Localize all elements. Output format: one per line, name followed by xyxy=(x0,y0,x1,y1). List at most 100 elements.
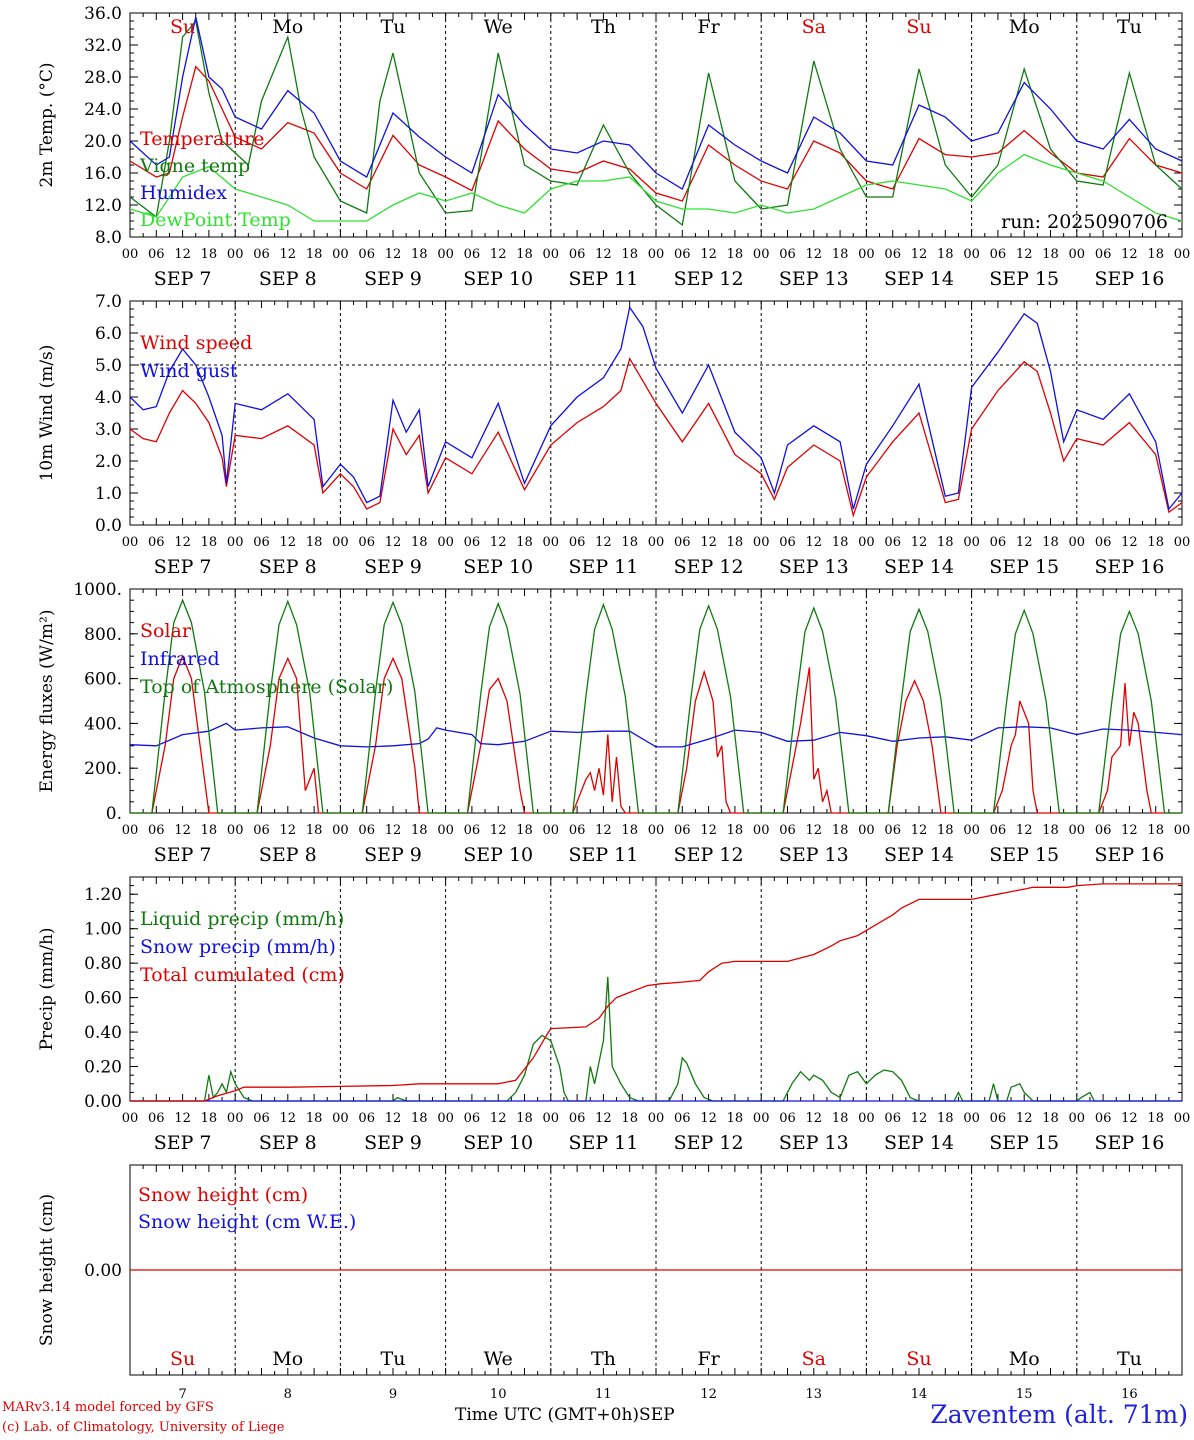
run-label: run: 2025090706 xyxy=(1001,211,1168,233)
hour-label: 00 xyxy=(437,247,454,262)
y-axis-label: Precip (mm/h) xyxy=(37,927,57,1050)
hour-label: 06 xyxy=(358,247,375,262)
hour-label: 00 xyxy=(1069,247,1086,262)
date-label: SEP 14 xyxy=(884,1132,954,1154)
date-label: SEP 14 xyxy=(884,268,954,290)
date-label: SEP 8 xyxy=(259,844,317,866)
date-label: SEP 15 xyxy=(989,268,1059,290)
hour-label: 12 xyxy=(490,247,507,262)
y-tick-label: 0. xyxy=(106,804,122,824)
hour-label: 12 xyxy=(911,823,928,838)
day-number-label: 13 xyxy=(806,1387,823,1402)
hour-label: 12 xyxy=(806,247,823,262)
date-label: SEP 13 xyxy=(779,556,849,578)
hour-label: 18 xyxy=(306,247,323,262)
y-tick-label: 0.00 xyxy=(84,1092,122,1112)
lab-credit: (c) Lab. of Climatology, University of L… xyxy=(2,1420,285,1435)
hour-label: 12 xyxy=(280,535,297,550)
y-tick-label: 6.0 xyxy=(95,324,122,344)
hour-label: 12 xyxy=(595,247,612,262)
hour-label: 00 xyxy=(122,1111,139,1126)
hour-label: 18 xyxy=(516,1111,533,1126)
y-tick-label: 1000. xyxy=(73,580,122,600)
y-tick-label: 7.0 xyxy=(95,292,122,312)
hour-label: 00 xyxy=(227,1111,244,1126)
date-label: SEP 12 xyxy=(674,556,744,578)
hour-label: 06 xyxy=(569,247,586,262)
hour-label: 18 xyxy=(1147,247,1164,262)
date-label: SEP 8 xyxy=(259,556,317,578)
date-label: SEP 8 xyxy=(259,1132,317,1154)
weekday-label: Mo xyxy=(272,1348,303,1370)
hour-label: 06 xyxy=(779,247,796,262)
hour-label: 00 xyxy=(332,1111,349,1126)
time-axis-title: Time UTC (GMT+0h)SEP xyxy=(455,1405,675,1425)
hour-label: 18 xyxy=(1147,1111,1164,1126)
hour-label: 00 xyxy=(437,1111,454,1126)
hour-label: 12 xyxy=(595,823,612,838)
hour-label: 18 xyxy=(621,823,638,838)
y-tick-label: 800. xyxy=(84,625,122,645)
y-axis-label: Snow height (cm) xyxy=(37,1194,57,1346)
hour-label: 12 xyxy=(911,247,928,262)
date-label: SEP 15 xyxy=(989,556,1059,578)
weekday-label: Th xyxy=(591,1348,616,1370)
hour-label: 06 xyxy=(1095,535,1112,550)
hour-label: 12 xyxy=(385,247,402,262)
date-label: SEP 10 xyxy=(463,268,533,290)
hour-label: 06 xyxy=(1095,247,1112,262)
hour-label: 18 xyxy=(411,1111,428,1126)
hour-label: 00 xyxy=(1174,535,1191,550)
hour-label: 18 xyxy=(727,823,744,838)
series-line-dewpoint-temp xyxy=(129,153,1183,222)
y-tick-label: 200. xyxy=(84,759,122,779)
weekday-label: Mo xyxy=(1009,1348,1040,1370)
weekday-label: Sa xyxy=(802,1348,826,1370)
hour-label: 00 xyxy=(227,535,244,550)
hour-label: 06 xyxy=(464,823,481,838)
date-label: SEP 13 xyxy=(779,1132,849,1154)
weekday-label: Mo xyxy=(272,16,303,38)
weekday-label: We xyxy=(484,16,513,38)
hour-label: 18 xyxy=(832,823,849,838)
hour-label: 12 xyxy=(174,823,191,838)
hour-label: 12 xyxy=(174,1111,191,1126)
date-label: SEP 10 xyxy=(463,844,533,866)
hour-label: 12 xyxy=(490,1111,507,1126)
date-label: SEP 9 xyxy=(364,556,422,578)
day-number-label: 11 xyxy=(595,1387,612,1402)
hour-label: 18 xyxy=(201,1111,218,1126)
hour-label: 18 xyxy=(937,823,954,838)
y-tick-label: 12.0 xyxy=(84,196,122,216)
hour-label: 06 xyxy=(569,823,586,838)
date-label: SEP 8 xyxy=(259,268,317,290)
date-label: SEP 15 xyxy=(989,1132,1059,1154)
y-tick-label: 2.0 xyxy=(95,452,122,472)
hour-label: 06 xyxy=(990,823,1007,838)
series-line-solar xyxy=(130,654,1182,814)
series-line-humidex xyxy=(129,16,1183,190)
y-tick-label: 0.80 xyxy=(84,954,122,974)
hour-label: 00 xyxy=(1069,1111,1086,1126)
weekday-label: Fr xyxy=(697,16,720,38)
y-tick-label: 1.0 xyxy=(95,484,122,504)
hour-label: 12 xyxy=(1016,535,1033,550)
date-label: SEP 11 xyxy=(568,1132,638,1154)
hour-label: 06 xyxy=(148,823,165,838)
legend-entry: DewPoint Temp xyxy=(140,209,291,231)
legend-entry: Infrared xyxy=(140,648,220,670)
hour-label: 06 xyxy=(990,247,1007,262)
hour-label: 12 xyxy=(1121,823,1138,838)
hour-label: 06 xyxy=(148,535,165,550)
legend-entry: Vigne temp xyxy=(139,155,250,177)
hour-label: 06 xyxy=(674,823,691,838)
hour-label: 12 xyxy=(700,823,717,838)
hour-label: 12 xyxy=(174,535,191,550)
weekday-label: We xyxy=(484,1348,513,1370)
hour-label: 06 xyxy=(1095,823,1112,838)
hour-label: 12 xyxy=(806,535,823,550)
hour-label: 00 xyxy=(332,247,349,262)
hour-label: 06 xyxy=(1095,1111,1112,1126)
hour-label: 06 xyxy=(569,535,586,550)
hour-label: 00 xyxy=(332,823,349,838)
